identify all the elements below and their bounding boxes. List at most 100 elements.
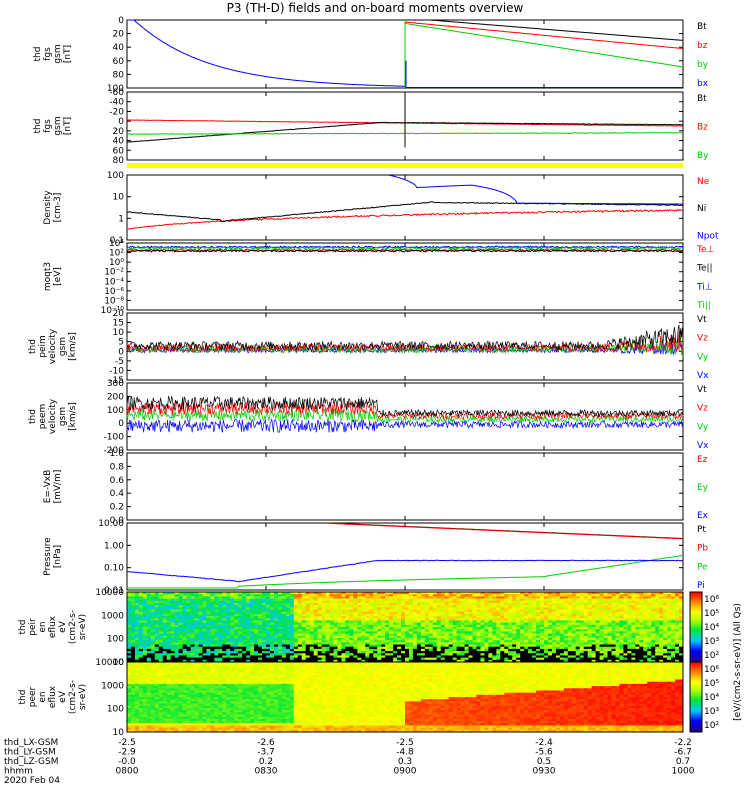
heatmap-cell bbox=[611, 596, 616, 599]
heatmap-cell bbox=[329, 629, 334, 632]
heatmap-cell bbox=[262, 657, 267, 661]
heatmap-cell bbox=[655, 657, 660, 661]
heatmap-cell bbox=[480, 646, 485, 650]
heatmap-cell bbox=[667, 624, 672, 628]
heatmap-cell bbox=[659, 653, 664, 656]
heatmap-cell bbox=[218, 633, 223, 637]
heatmap-cell bbox=[218, 631, 223, 634]
heatmap-cell bbox=[659, 646, 664, 650]
heatmap-cell bbox=[329, 622, 334, 626]
heatmap-cell bbox=[127, 664, 132, 667]
heatmap-cell bbox=[190, 611, 195, 615]
heatmap-cell bbox=[464, 644, 469, 648]
heatmap-cell bbox=[599, 651, 604, 654]
heatmap-cell bbox=[186, 642, 191, 645]
heatmap-cell bbox=[456, 651, 461, 654]
heatmap-cell bbox=[420, 627, 426, 630]
heatmap-cell bbox=[353, 631, 358, 634]
heatmap-cell bbox=[555, 627, 561, 630]
heatmap-cell bbox=[397, 600, 402, 604]
heatmap-cell bbox=[321, 618, 326, 621]
heatmap-cell bbox=[579, 633, 585, 637]
heatmap-cell bbox=[615, 618, 620, 621]
heatmap-cell bbox=[381, 637, 386, 641]
heatmap-cell bbox=[266, 592, 271, 595]
heatmap-cell bbox=[234, 640, 239, 643]
heatmap-cell bbox=[297, 631, 303, 634]
heatmap-cell bbox=[504, 642, 509, 645]
heatmap-cell bbox=[373, 648, 378, 652]
heatmap-cell bbox=[214, 613, 219, 617]
heatmap-cell bbox=[524, 659, 529, 663]
heatmap-cell bbox=[540, 624, 545, 628]
heatmap-cell bbox=[408, 657, 414, 661]
heatmap-cell bbox=[595, 592, 600, 595]
heatmap-cell bbox=[250, 631, 255, 634]
heatmap-cell bbox=[242, 629, 247, 632]
heatmap-cell bbox=[508, 620, 513, 624]
heatmap-cell bbox=[162, 596, 168, 599]
heatmap-cell bbox=[448, 592, 454, 595]
heatmap-cell bbox=[619, 594, 624, 597]
heatmap-cell bbox=[512, 642, 517, 645]
heatmap-cell bbox=[643, 646, 648, 650]
heatmap-cell bbox=[424, 613, 430, 617]
heatmap-cell bbox=[631, 633, 636, 637]
heatmap-cell bbox=[178, 655, 183, 659]
heatmap-cell bbox=[492, 624, 497, 628]
heatmap-cell bbox=[619, 620, 624, 624]
heatmap-cell bbox=[134, 668, 140, 672]
heatmap-cell bbox=[516, 637, 521, 641]
heatmap-cell bbox=[305, 644, 311, 648]
heatmap-cell bbox=[563, 611, 569, 615]
heatmap-cell bbox=[377, 633, 382, 637]
heatmap-cell bbox=[349, 620, 354, 624]
heatmap-cell bbox=[476, 605, 481, 608]
heatmap-cell bbox=[643, 659, 648, 663]
heatmap-cell bbox=[528, 642, 533, 645]
heatmap-cell bbox=[206, 609, 211, 613]
heatmap-cell bbox=[428, 637, 434, 641]
heatmap-cell bbox=[508, 605, 513, 608]
heatmap-cell bbox=[365, 602, 370, 606]
heatmap-cell bbox=[420, 611, 426, 615]
heatmap-cell bbox=[238, 627, 243, 630]
heatmap-cell bbox=[452, 644, 458, 648]
heatmap-cell bbox=[484, 620, 489, 624]
heatmap-cell bbox=[134, 683, 140, 687]
heatmap-cell bbox=[567, 629, 573, 632]
heatmap-cell bbox=[424, 622, 430, 626]
heatmap-cell bbox=[210, 655, 215, 659]
heatmap-cell bbox=[254, 611, 259, 615]
heatmap-cell bbox=[234, 651, 239, 654]
heatmap-cell bbox=[269, 592, 275, 595]
panel-frame bbox=[126, 452, 684, 521]
heatmap-cell bbox=[269, 602, 275, 606]
heatmap-cell bbox=[643, 648, 648, 652]
heatmap-cell bbox=[432, 646, 438, 650]
heatmap-cell bbox=[615, 613, 620, 617]
heatmap-cell bbox=[663, 602, 668, 606]
heatmap-cell bbox=[472, 592, 477, 595]
heatmap-cell bbox=[210, 633, 215, 637]
heatmap-cell bbox=[484, 637, 489, 641]
heatmap-cell bbox=[194, 644, 199, 648]
heatmap-cell bbox=[448, 635, 454, 639]
heatmap-cell bbox=[424, 596, 430, 599]
heatmap-cell bbox=[623, 598, 628, 602]
heatmap-cell bbox=[130, 688, 136, 691]
heatmap-cell bbox=[516, 618, 521, 621]
heatmap-cell bbox=[627, 594, 632, 597]
heatmap-cell bbox=[488, 607, 493, 610]
heatmap-cell bbox=[321, 622, 326, 626]
heatmap-cell bbox=[134, 662, 140, 665]
heatmap-cell bbox=[615, 607, 620, 610]
heatmap-cell bbox=[603, 609, 608, 613]
heatmap-cell bbox=[262, 611, 267, 615]
heatmap-cell bbox=[313, 644, 319, 648]
heatmap-cell bbox=[420, 642, 426, 645]
heatmap-cell bbox=[412, 637, 418, 641]
heatmap-cell bbox=[476, 644, 481, 648]
heatmap-cell bbox=[337, 624, 342, 628]
heatmap-cell bbox=[353, 620, 358, 624]
